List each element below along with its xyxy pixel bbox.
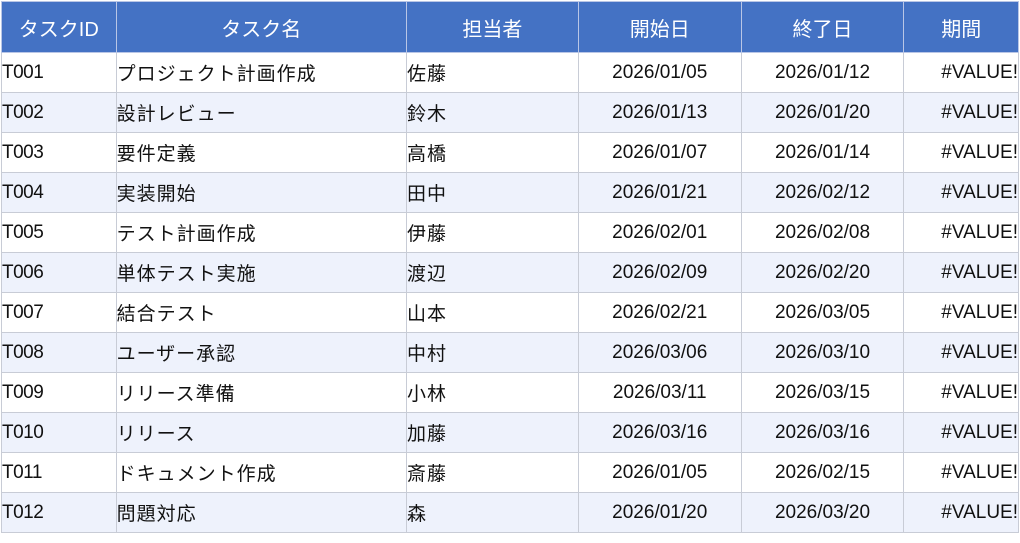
start-date-cell[interactable]: 2026/01/05 bbox=[577, 52, 742, 93]
start-date-cell[interactable]: 2026/02/21 bbox=[577, 292, 742, 333]
task-name-cell[interactable]: ドキュメント作成 bbox=[115, 452, 407, 493]
duration-cell[interactable]: #VALUE! bbox=[903, 372, 1019, 413]
end-date-cell[interactable]: 2026/01/20 bbox=[740, 92, 905, 133]
task-id-cell[interactable]: T011 bbox=[1, 452, 117, 493]
task-id-cell[interactable]: T008 bbox=[1, 332, 117, 373]
task-id-cell[interactable]: T002 bbox=[1, 92, 117, 133]
task-name-cell[interactable]: 設計レビュー bbox=[115, 92, 407, 133]
start-date-cell[interactable]: 2026/03/11 bbox=[577, 372, 742, 413]
table-row: T001 プロジェクト計画作成 佐藤 2026/01/05 2026/01/12 #VAL… bbox=[1, 52, 1019, 93]
start-date-cell[interactable]: 2026/01/20 bbox=[577, 492, 742, 533]
table-row: T007 結合テスト 山本 2026/02/21 2026/03/05 #VALUE! bbox=[1, 292, 1019, 333]
end-date-cell[interactable]: 2026/03/20 bbox=[740, 492, 905, 533]
end-date-cell[interactable]: 2026/03/05 bbox=[740, 292, 905, 333]
task-id-cell[interactable]: T001 bbox=[1, 52, 117, 93]
start-date-cell[interactable]: 2026/01/21 bbox=[577, 172, 742, 213]
duration-cell[interactable]: #VALUE! bbox=[903, 92, 1019, 133]
task-name-cell[interactable]: リリース準備 bbox=[115, 372, 407, 413]
table-row: T002 設計レビュー 鈴木 2026/01/13 2026/01/20 #VALUE! bbox=[1, 92, 1019, 133]
header-row: タスクID タスク名 担当者 開始日 終了日 期間 bbox=[1, 1, 1019, 53]
header-end-date[interactable]: 終了日 bbox=[740, 1, 905, 53]
duration-cell[interactable]: #VALUE! bbox=[903, 132, 1019, 173]
task-id-cell[interactable]: T004 bbox=[1, 172, 117, 213]
end-date-cell[interactable]: 2026/01/14 bbox=[740, 132, 905, 173]
end-date-cell[interactable]: 2026/03/16 bbox=[740, 412, 905, 453]
owner-cell[interactable]: 鈴木 bbox=[405, 92, 579, 133]
table-row: T008 ユーザー承認 中村 2026/03/06 2026/03/10 #VALUE! bbox=[1, 332, 1019, 373]
table-header: タスクID タスク名 担当者 開始日 終了日 期間 bbox=[1, 1, 1019, 53]
end-date-cell[interactable]: 2026/02/08 bbox=[740, 212, 905, 253]
start-date-cell[interactable]: 2026/03/06 bbox=[577, 332, 742, 373]
header-duration[interactable]: 期間 bbox=[903, 1, 1019, 53]
task-name-cell[interactable]: リリース bbox=[115, 412, 407, 453]
owner-cell[interactable]: 佐藤 bbox=[405, 52, 579, 93]
table-body: T001 プロジェクト計画作成 佐藤 2026/01/05 2026/01/12 #VAL… bbox=[1, 52, 1019, 533]
owner-cell[interactable]: 伊藤 bbox=[405, 212, 579, 253]
end-date-cell[interactable]: 2026/03/10 bbox=[740, 332, 905, 373]
task-table: タスクID タスク名 担当者 開始日 終了日 期間 T001 プロジェクト計画作成… bbox=[1, 1, 1019, 533]
header-task-id[interactable]: タスクID bbox=[1, 1, 117, 53]
task-id-cell[interactable]: T012 bbox=[1, 492, 117, 533]
header-task-name[interactable]: タスク名 bbox=[115, 1, 407, 53]
owner-cell[interactable]: 小林 bbox=[405, 372, 579, 413]
duration-cell[interactable]: #VALUE! bbox=[903, 252, 1019, 293]
header-owner[interactable]: 担当者 bbox=[405, 1, 579, 53]
table-row: T009 リリース準備 小林 2026/03/11 2026/03/15 #VALUE! bbox=[1, 372, 1019, 413]
task-id-cell[interactable]: T003 bbox=[1, 132, 117, 173]
duration-cell[interactable]: #VALUE! bbox=[903, 52, 1019, 93]
duration-cell[interactable]: #VALUE! bbox=[903, 412, 1019, 453]
end-date-cell[interactable]: 2026/03/15 bbox=[740, 372, 905, 413]
task-id-cell[interactable]: T006 bbox=[1, 252, 117, 293]
duration-cell[interactable]: #VALUE! bbox=[903, 332, 1019, 373]
duration-cell[interactable]: #VALUE! bbox=[903, 212, 1019, 253]
end-date-cell[interactable]: 2026/02/12 bbox=[740, 172, 905, 213]
table-row: T003 要件定義 高橋 2026/01/07 2026/01/14 #VALUE! bbox=[1, 132, 1019, 173]
task-id-cell[interactable]: T005 bbox=[1, 212, 117, 253]
start-date-cell[interactable]: 2026/02/01 bbox=[577, 212, 742, 253]
table-row: T004 実装開始 田中 2026/01/21 2026/02/12 #VALUE! bbox=[1, 172, 1019, 213]
duration-cell[interactable]: #VALUE! bbox=[903, 492, 1019, 533]
duration-cell[interactable]: #VALUE! bbox=[903, 292, 1019, 333]
task-name-cell[interactable]: 要件定義 bbox=[115, 132, 407, 173]
end-date-cell[interactable]: 2026/01/12 bbox=[740, 52, 905, 93]
task-name-cell[interactable]: 単体テスト実施 bbox=[115, 252, 407, 293]
table-row: T010 リリース 加藤 2026/03/16 2026/03/16 #VALUE! bbox=[1, 412, 1019, 453]
owner-cell[interactable]: 森 bbox=[405, 492, 579, 533]
duration-cell[interactable]: #VALUE! bbox=[903, 172, 1019, 213]
end-date-cell[interactable]: 2026/02/20 bbox=[740, 252, 905, 293]
task-name-cell[interactable]: テスト計画作成 bbox=[115, 212, 407, 253]
owner-cell[interactable]: 田中 bbox=[405, 172, 579, 213]
task-name-cell[interactable]: ユーザー承認 bbox=[115, 332, 407, 373]
start-date-cell[interactable]: 2026/01/07 bbox=[577, 132, 742, 173]
table-row: T011 ドキュメント作成 斎藤 2026/01/05 2026/02/15 #VALUE… bbox=[1, 452, 1019, 493]
owner-cell[interactable]: 山本 bbox=[405, 292, 579, 333]
owner-cell[interactable]: 高橋 bbox=[405, 132, 579, 173]
end-date-cell[interactable]: 2026/02/15 bbox=[740, 452, 905, 493]
table-row: T012 問題対応森 2026/01/20 2026/03/20 #VALUE! bbox=[1, 492, 1019, 533]
start-date-cell[interactable]: 2026/01/05 bbox=[577, 452, 742, 493]
duration-cell[interactable]: #VALUE! bbox=[903, 452, 1019, 493]
task-id-cell[interactable]: T009 bbox=[1, 372, 117, 413]
task-name-cell[interactable]: プロジェクト計画作成 bbox=[115, 52, 407, 93]
table-row: T006 単体テスト実施 渡辺 2026/02/09 2026/02/20 #VALUE! bbox=[1, 252, 1019, 293]
owner-cell[interactable]: 斎藤 bbox=[405, 452, 579, 493]
task-id-cell[interactable]: T010 bbox=[1, 412, 117, 453]
start-date-cell[interactable]: 2026/03/16 bbox=[577, 412, 742, 453]
owner-cell[interactable]: 加藤 bbox=[405, 412, 579, 453]
task-name-cell[interactable]: 実装開始 bbox=[115, 172, 407, 213]
owner-cell[interactable]: 中村 bbox=[405, 332, 579, 373]
start-date-cell[interactable]: 2026/02/09 bbox=[577, 252, 742, 293]
task-id-cell[interactable]: T007 bbox=[1, 292, 117, 333]
table-row: T005 テスト計画作成 伊藤 2026/02/01 2026/02/08 #VALUE! bbox=[1, 212, 1019, 253]
start-date-cell[interactable]: 2026/01/13 bbox=[577, 92, 742, 133]
task-name-cell[interactable]: 問題対応 bbox=[115, 492, 407, 533]
header-start-date[interactable]: 開始日 bbox=[577, 1, 742, 53]
owner-cell[interactable]: 渡辺 bbox=[405, 252, 579, 293]
task-name-cell[interactable]: 結合テスト bbox=[115, 292, 407, 333]
